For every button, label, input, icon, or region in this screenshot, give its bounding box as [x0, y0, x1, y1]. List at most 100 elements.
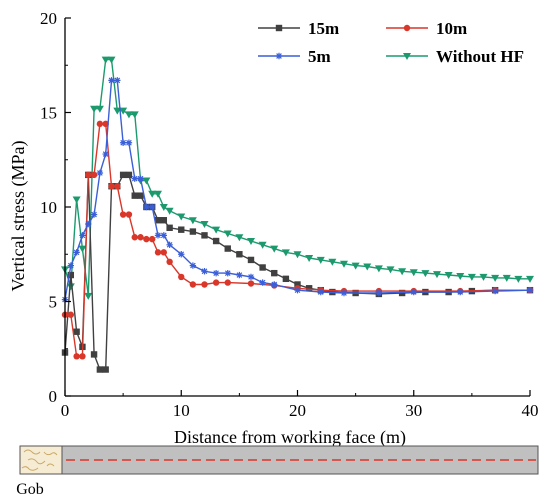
data-point-15m: [154, 217, 162, 224]
data-point-without-hf: [165, 207, 174, 215]
gob-area: [19, 445, 63, 475]
data-point-5m: [114, 77, 121, 84]
data-point-without-hf: [78, 245, 87, 253]
data-point-without-hf: [316, 256, 325, 264]
data-point-5m: [212, 269, 220, 277]
data-point-5m: [119, 139, 127, 146]
data-point-10m: [125, 211, 133, 218]
data-point-without-hf: [514, 275, 523, 283]
data-point-10m: [224, 279, 231, 286]
data-point-15m: [178, 226, 185, 233]
data-point-5m: [317, 288, 324, 296]
legend-label-15m: 15m: [308, 19, 339, 38]
data-point-5m: [73, 249, 80, 256]
x-tick-label: 0: [61, 401, 70, 420]
data-point-10m: [67, 311, 75, 318]
data-point-without-hf: [351, 262, 360, 270]
data-point-10m: [108, 183, 115, 190]
data-point-without-hf: [130, 111, 139, 119]
legend-item-without-hf: Without HF: [386, 47, 524, 66]
data-point-5m: [375, 289, 383, 297]
data-point-without-hf: [526, 275, 534, 283]
data-point-5m: [90, 211, 98, 218]
x-tick-label: 40: [522, 401, 539, 420]
data-point-without-hf: [328, 258, 337, 266]
data-point-5m: [178, 251, 185, 258]
data-point-without-hf: [467, 273, 476, 281]
data-point-without-hf: [479, 273, 488, 281]
data-point-without-hf: [433, 271, 441, 279]
data-point-without-hf: [142, 177, 151, 185]
data-point-5m: [160, 232, 168, 239]
data-point-without-hf: [374, 265, 383, 273]
data-point-5m: [131, 175, 138, 182]
legend-marker-10m: [403, 24, 411, 32]
data-point-5m: [137, 175, 144, 182]
data-point-without-hf: [421, 270, 430, 278]
data-point-10m: [212, 279, 220, 286]
x-axis-title: Distance from working face (m): [174, 427, 406, 448]
data-point-5m: [340, 289, 348, 297]
data-point-5m: [79, 232, 86, 239]
data-point-5m: [236, 271, 243, 279]
data-point-5m: [154, 232, 162, 239]
data-point-5m: [189, 262, 197, 269]
data-point-5m: [224, 269, 231, 277]
data-point-15m: [119, 171, 127, 179]
data-point-without-hf: [72, 196, 81, 204]
data-point-5m: [526, 286, 534, 294]
data-point-5m: [67, 262, 75, 269]
data-point-10m: [90, 171, 98, 179]
data-point-10m: [154, 249, 162, 256]
data-point-without-hf: [159, 204, 168, 211]
series-line-5m: [64, 79, 531, 300]
data-point-15m: [189, 228, 197, 235]
legend-item-5m: 5m: [258, 47, 331, 66]
data-point-without-hf: [188, 217, 197, 225]
legend-marker-15m: [275, 24, 283, 32]
data-point-5m: [259, 279, 266, 286]
data-point-without-hf: [444, 272, 453, 280]
plot-layer: [61, 56, 534, 373]
gob-label: Gob: [16, 481, 44, 498]
data-point-5m: [201, 268, 208, 275]
data-point-without-hf: [223, 230, 232, 238]
data-point-10m: [137, 234, 144, 241]
data-point-5m: [166, 241, 173, 248]
data-point-10m: [166, 258, 173, 266]
data-point-15m: [247, 256, 255, 264]
data-point-without-hf: [148, 190, 157, 198]
data-point-15m: [160, 217, 168, 224]
axes: 0 10 20 30 40 0 5 10 15 20: [40, 9, 539, 420]
y-ticks: 0 5 10 15 20: [40, 9, 71, 406]
data-point-10m: [247, 280, 255, 287]
data-point-15m: [137, 192, 144, 199]
data-point-15m: [73, 328, 80, 335]
data-point-5m: [125, 139, 133, 146]
data-point-15m: [282, 275, 290, 283]
data-point-15m: [294, 281, 301, 288]
data-point-5m: [143, 203, 150, 211]
data-point-without-hf: [95, 105, 104, 113]
data-point-10m: [96, 120, 104, 128]
data-point-15m: [90, 351, 98, 358]
data-point-15m: [102, 366, 109, 373]
data-point-10m: [114, 183, 121, 190]
legend-label-10m: 10m: [436, 19, 467, 38]
data-point-without-hf: [456, 272, 465, 280]
data-point-5m: [148, 203, 156, 211]
data-point-10m: [79, 353, 86, 360]
data-point-10m: [119, 211, 127, 218]
data-point-without-hf: [409, 269, 418, 277]
legend: 15m 10m 5m Without HF: [258, 19, 524, 66]
data-point-without-hf: [119, 107, 128, 115]
data-point-10m: [160, 249, 168, 256]
data-point-without-hf: [258, 241, 267, 249]
data-point-5m: [294, 286, 301, 294]
x-ticks: 0 10 20 30 40: [61, 390, 539, 420]
data-point-without-hf: [386, 266, 395, 274]
data-point-10m: [201, 281, 208, 288]
data-point-15m: [166, 224, 173, 231]
x-tick-label: 20: [289, 401, 306, 420]
